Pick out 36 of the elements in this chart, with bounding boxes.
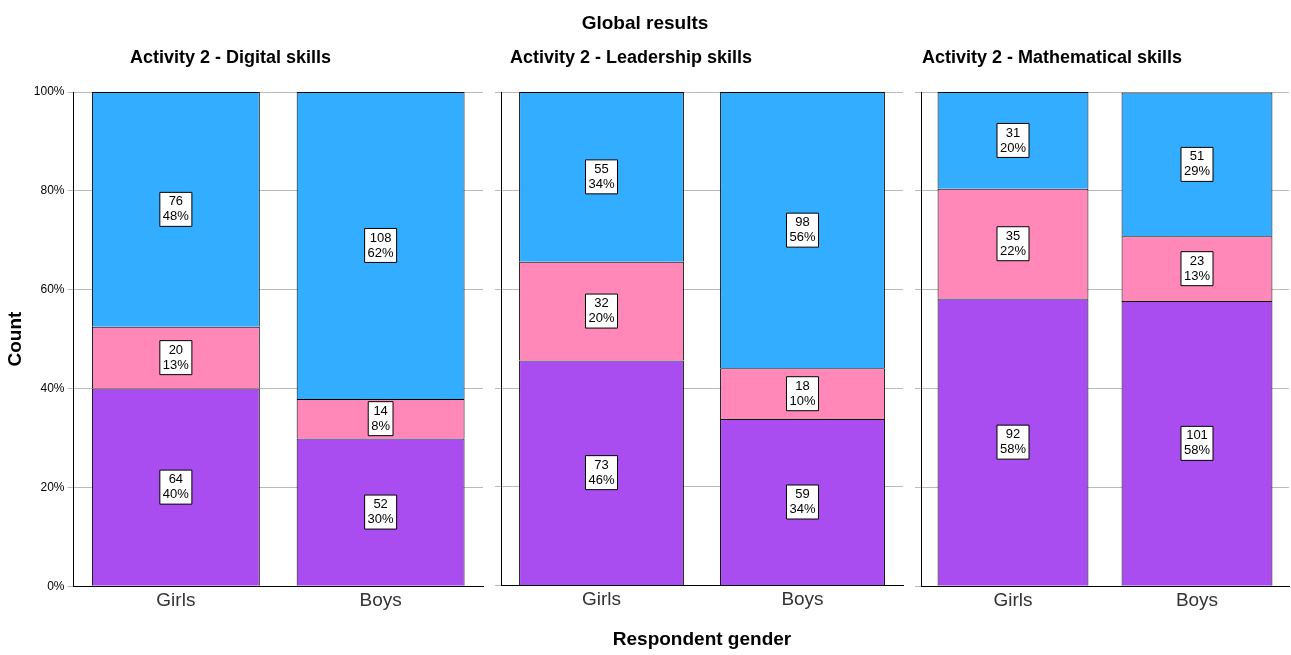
data-label: 14 8% <box>371 402 391 433</box>
data-label: 64 40% <box>162 471 190 502</box>
data-label: 101 58% <box>1183 427 1211 458</box>
y-tick-label: 80% <box>40 183 65 198</box>
data-label: 52 30% <box>367 496 395 527</box>
data-label: 35 22% <box>999 227 1027 258</box>
y-tick-label: 40% <box>40 380 65 395</box>
text: Global results <box>581 12 709 34</box>
x-tick-label: Girls <box>581 588 622 610</box>
data-label: 108 62% <box>367 229 395 260</box>
chart-title: Activity 2 - Leadership skills <box>510 47 753 68</box>
x-tick-label: Girls <box>993 588 1033 610</box>
y-tick-label: 20% <box>40 479 65 494</box>
data-label: 55 34% <box>588 160 615 191</box>
y-axis-title: Count <box>3 311 25 367</box>
data-label: 18 10% <box>789 377 816 408</box>
data-label: 31 20% <box>999 124 1027 155</box>
data-label: 59 34% <box>789 486 816 517</box>
y-tick-label: 0% <box>47 578 65 593</box>
data-label: 73 46% <box>588 456 615 487</box>
data-label: 23 13% <box>1183 252 1211 283</box>
data-label: 51 29% <box>1183 148 1211 179</box>
data-label: 20 13% <box>162 341 190 372</box>
chart-title: Activity 2 - Mathematical skills <box>922 47 1183 68</box>
data-label: 32 20% <box>588 295 615 326</box>
x-tick-label: Boys <box>359 588 402 610</box>
data-label: 92 58% <box>999 426 1027 457</box>
y-tick-label: 100% <box>33 84 65 99</box>
x-axis-title: Respondent gender <box>612 627 792 649</box>
x-tick-label: Boys <box>781 588 824 610</box>
x-tick-label: Boys <box>1175 588 1219 610</box>
y-tick-label: 60% <box>40 281 65 296</box>
data-label: 76 48% <box>162 193 190 224</box>
data-label: 98 56% <box>789 214 816 245</box>
x-tick-label: Girls <box>156 588 196 610</box>
chart-title: Activity 2 - Digital skills <box>130 47 332 68</box>
